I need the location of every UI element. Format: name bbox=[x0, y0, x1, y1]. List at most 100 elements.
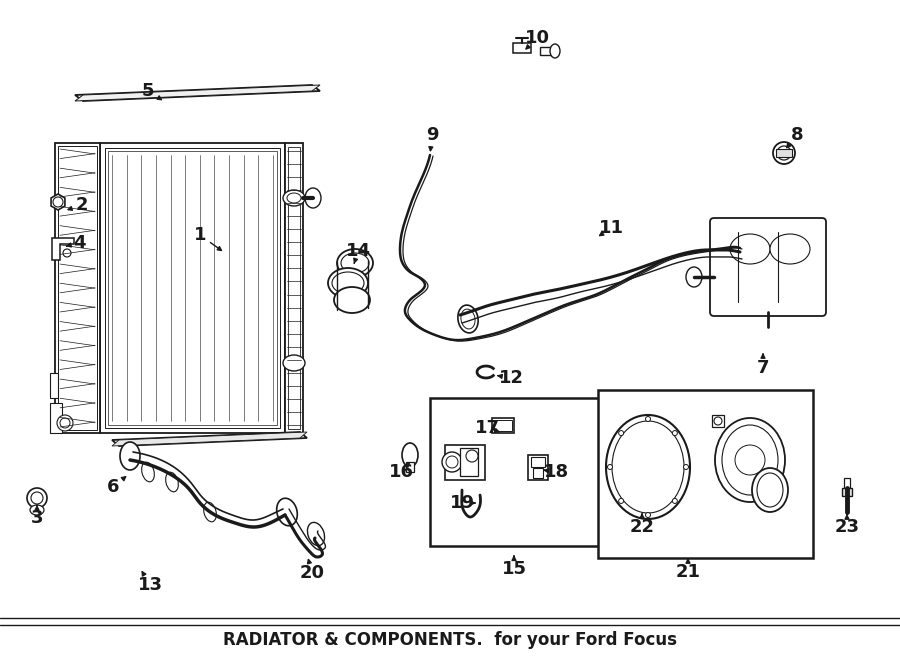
Bar bbox=[844, 478, 850, 488]
Ellipse shape bbox=[612, 421, 684, 513]
Circle shape bbox=[735, 445, 765, 475]
Text: 18: 18 bbox=[544, 463, 570, 481]
Circle shape bbox=[466, 450, 478, 462]
Ellipse shape bbox=[730, 234, 770, 264]
Ellipse shape bbox=[308, 522, 325, 545]
Text: 14: 14 bbox=[346, 242, 371, 260]
Circle shape bbox=[645, 512, 651, 518]
Circle shape bbox=[645, 416, 651, 422]
Polygon shape bbox=[75, 85, 320, 101]
Ellipse shape bbox=[287, 193, 301, 203]
Circle shape bbox=[672, 498, 678, 504]
Bar bbox=[492, 418, 514, 433]
Bar bbox=[533, 468, 543, 478]
Ellipse shape bbox=[283, 190, 305, 206]
Text: 12: 12 bbox=[499, 369, 524, 387]
Text: 22: 22 bbox=[629, 518, 654, 536]
Text: 21: 21 bbox=[676, 563, 700, 581]
Ellipse shape bbox=[203, 502, 216, 522]
Bar bbox=[712, 415, 724, 427]
Circle shape bbox=[442, 452, 462, 472]
Ellipse shape bbox=[461, 309, 475, 329]
Circle shape bbox=[672, 430, 678, 436]
Circle shape bbox=[618, 498, 624, 504]
Ellipse shape bbox=[752, 468, 788, 512]
Text: 17: 17 bbox=[474, 419, 500, 437]
Ellipse shape bbox=[458, 305, 478, 333]
Ellipse shape bbox=[722, 425, 778, 495]
Polygon shape bbox=[75, 85, 320, 101]
Text: 20: 20 bbox=[300, 564, 325, 582]
Text: 13: 13 bbox=[138, 576, 163, 594]
Ellipse shape bbox=[334, 287, 370, 313]
Bar bbox=[50, 373, 58, 398]
Polygon shape bbox=[112, 432, 307, 446]
Text: 1: 1 bbox=[194, 226, 206, 244]
Bar bbox=[108, 151, 277, 425]
Bar bbox=[288, 147, 300, 429]
Ellipse shape bbox=[757, 473, 783, 507]
Text: 4: 4 bbox=[73, 234, 86, 252]
Ellipse shape bbox=[276, 498, 297, 525]
Text: 23: 23 bbox=[834, 518, 860, 536]
Ellipse shape bbox=[770, 234, 810, 264]
Ellipse shape bbox=[341, 253, 369, 273]
Bar bbox=[285, 143, 303, 433]
Circle shape bbox=[773, 142, 795, 164]
Bar bbox=[100, 143, 285, 433]
Circle shape bbox=[446, 456, 458, 468]
Text: 8: 8 bbox=[791, 126, 804, 144]
Bar bbox=[460, 448, 478, 476]
Text: 2: 2 bbox=[76, 196, 88, 214]
Bar bbox=[58, 146, 97, 430]
Bar bbox=[842, 488, 852, 496]
Ellipse shape bbox=[30, 505, 44, 515]
Text: 11: 11 bbox=[598, 219, 624, 237]
Ellipse shape bbox=[332, 272, 364, 294]
Bar bbox=[105, 148, 280, 428]
Bar bbox=[50, 403, 62, 433]
Circle shape bbox=[683, 465, 688, 469]
Ellipse shape bbox=[328, 268, 368, 298]
Bar bbox=[540, 47, 555, 55]
Ellipse shape bbox=[166, 472, 178, 492]
Text: 7: 7 bbox=[757, 359, 770, 377]
Text: 10: 10 bbox=[525, 29, 550, 47]
Polygon shape bbox=[112, 432, 307, 446]
Text: 5: 5 bbox=[142, 82, 154, 100]
Text: 9: 9 bbox=[426, 126, 438, 144]
Bar bbox=[494, 420, 512, 431]
Ellipse shape bbox=[283, 355, 305, 371]
Bar bbox=[528, 455, 548, 480]
Bar bbox=[55, 143, 100, 433]
Text: 3: 3 bbox=[31, 509, 43, 527]
Bar bbox=[445, 445, 485, 480]
Ellipse shape bbox=[550, 44, 560, 58]
Circle shape bbox=[31, 492, 43, 504]
Text: RADIATOR & COMPONENTS.  for your Ford Focus: RADIATOR & COMPONENTS. for your Ford Foc… bbox=[223, 631, 677, 649]
Polygon shape bbox=[52, 238, 74, 260]
Circle shape bbox=[777, 146, 791, 160]
Ellipse shape bbox=[337, 249, 373, 277]
Text: 15: 15 bbox=[501, 560, 526, 578]
Text: 19: 19 bbox=[449, 494, 474, 512]
Text: 6: 6 bbox=[107, 478, 119, 496]
Bar bbox=[430, 398, 605, 546]
Circle shape bbox=[53, 197, 63, 207]
Circle shape bbox=[57, 415, 73, 431]
Bar bbox=[513, 43, 531, 53]
Circle shape bbox=[27, 488, 47, 508]
Text: 16: 16 bbox=[389, 463, 413, 481]
Ellipse shape bbox=[402, 443, 418, 467]
Ellipse shape bbox=[141, 462, 154, 482]
Circle shape bbox=[60, 418, 70, 428]
Bar bbox=[531, 457, 545, 467]
Ellipse shape bbox=[715, 418, 785, 502]
Ellipse shape bbox=[305, 188, 321, 208]
Circle shape bbox=[618, 430, 624, 436]
FancyBboxPatch shape bbox=[710, 218, 826, 316]
Ellipse shape bbox=[120, 442, 140, 470]
Bar bbox=[776, 149, 792, 157]
Circle shape bbox=[714, 417, 722, 425]
Bar bbox=[406, 462, 414, 472]
